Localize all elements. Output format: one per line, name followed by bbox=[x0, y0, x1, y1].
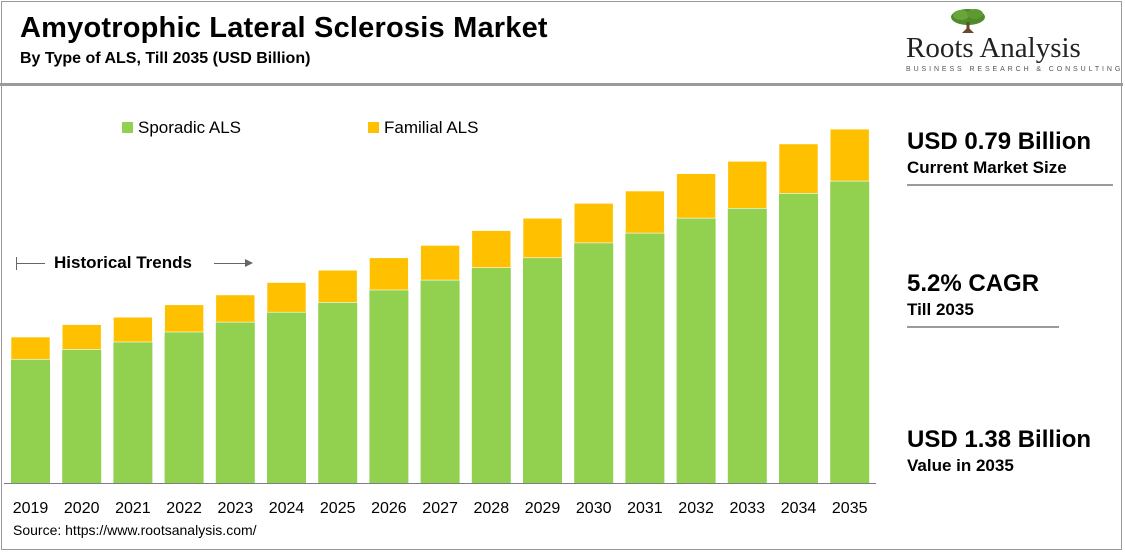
bar-familial-2033 bbox=[727, 161, 768, 209]
roots-analysis-logo: Roots Analysis BUSINESS RESEARCH & CONSU… bbox=[900, 8, 1120, 78]
bar-sporadic-2027 bbox=[420, 280, 460, 483]
bar-familial-2021 bbox=[113, 316, 153, 343]
arrow-right-icon bbox=[245, 259, 253, 267]
x-tick-label-2027: 2027 bbox=[422, 500, 458, 517]
x-tick-label-2023: 2023 bbox=[218, 500, 254, 517]
bar-familial-2027 bbox=[420, 245, 460, 281]
bar-familial-2029 bbox=[522, 217, 563, 259]
bar-sporadic-2020 bbox=[62, 349, 102, 484]
bar-chart: 2019 2020 2021 2022 2023 2024 2025 2026 2027 2028… bbox=[4, 128, 876, 517]
bar-sporadic-2023 bbox=[215, 322, 255, 483]
bar-sporadic-2032 bbox=[676, 218, 716, 483]
x-tick-label-2022: 2022 bbox=[166, 500, 202, 517]
kpi-value-2035-amount: USD 1.38 Billion bbox=[907, 426, 1092, 453]
kpi-value-cagr: 5.2% CAGR bbox=[907, 270, 1040, 297]
x-tick-label-2033: 2033 bbox=[730, 500, 766, 517]
x-tick-label-2032: 2032 bbox=[678, 500, 714, 517]
kpi-divider-current bbox=[907, 184, 1113, 186]
kpi-value-current: USD 0.79 Billion bbox=[907, 128, 1092, 155]
x-tick-label-2031: 2031 bbox=[627, 500, 663, 517]
bar-familial-2032 bbox=[676, 173, 716, 219]
bar-sporadic-2028 bbox=[471, 267, 511, 483]
source-note: Source: https://www.rootsanalysis.com/ bbox=[13, 522, 257, 538]
bar-sporadic-2019 bbox=[11, 359, 50, 484]
bar-sporadic-2031 bbox=[625, 233, 665, 483]
legend-label-familial: Familial ALS bbox=[384, 118, 479, 137]
x-tick-label-2021: 2021 bbox=[115, 500, 151, 517]
x-tick-label-2035: 2035 bbox=[832, 500, 868, 517]
logo-tagline: BUSINESS RESEARCH & CONSULTING bbox=[906, 66, 1124, 73]
bar-familial-2028 bbox=[471, 230, 512, 269]
bar-familial-2026 bbox=[369, 257, 409, 291]
header-divider bbox=[0, 83, 1123, 86]
x-tick-label-2020: 2020 bbox=[64, 500, 100, 517]
x-tick-label-2025: 2025 bbox=[320, 500, 356, 517]
kpi-cagr: 5.2% CAGR Till 2035 bbox=[907, 270, 1059, 328]
kpi-value-2035: USD 1.38 Billion Value in 2035 bbox=[907, 426, 1113, 476]
x-tick-label-2026: 2026 bbox=[371, 500, 407, 517]
bar-familial-2034 bbox=[778, 143, 819, 194]
bar-sporadic-2026 bbox=[369, 290, 409, 483]
bar-sporadic-2034 bbox=[779, 193, 818, 483]
page-title: Amyotrophic Lateral Sclerosis Market bbox=[20, 12, 548, 44]
bar-sporadic-2030 bbox=[574, 242, 614, 483]
kpi-label-2035: Value in 2035 bbox=[907, 456, 1014, 475]
x-tick-label-2030: 2030 bbox=[576, 500, 612, 517]
bar-sporadic-2035 bbox=[830, 181, 870, 483]
bar-familial-2030 bbox=[573, 203, 614, 244]
bar-sporadic-2029 bbox=[523, 257, 562, 483]
x-tick-label-2029: 2029 bbox=[525, 500, 561, 517]
bar-familial-2020 bbox=[61, 324, 102, 350]
legend-label-sporadic: Sporadic ALS bbox=[138, 118, 242, 137]
bar-familial-2019 bbox=[10, 336, 51, 360]
kpi-current-market: USD 0.79 Billion Current Market Size bbox=[907, 128, 1113, 186]
tree-icon bbox=[951, 9, 985, 33]
bar-sporadic-2022 bbox=[164, 332, 204, 483]
historical-trends-label: Historical Trends bbox=[54, 253, 192, 272]
bar-sporadic-2033 bbox=[727, 208, 767, 484]
legend-swatch-familial bbox=[368, 122, 379, 133]
x-tick-label-2028: 2028 bbox=[474, 500, 510, 517]
legend-swatch-sporadic bbox=[122, 122, 133, 133]
bar-sporadic-2021 bbox=[113, 341, 153, 483]
x-tick-label-2019: 2019 bbox=[13, 500, 49, 517]
bar-familial-2031 bbox=[625, 190, 665, 234]
bar-familial-2035 bbox=[829, 128, 870, 182]
kpi-label-current: Current Market Size bbox=[907, 158, 1067, 177]
kpi-label-cagr: Till 2035 bbox=[907, 300, 974, 319]
kpi-divider-cagr bbox=[907, 326, 1059, 328]
bar-familial-2022 bbox=[164, 304, 204, 333]
x-tick-label-2024: 2024 bbox=[269, 500, 305, 517]
bar-sporadic-2024 bbox=[267, 312, 306, 483]
bar-familial-2023 bbox=[215, 294, 256, 323]
logo-name: Roots Analysis bbox=[906, 32, 1081, 64]
annotation-line-right bbox=[214, 263, 246, 264]
annotation-line-left bbox=[17, 263, 45, 264]
bar-familial-2024 bbox=[266, 282, 307, 313]
bar-familial-2025 bbox=[317, 269, 358, 303]
page-subtitle: By Type of ALS, Till 2035 (USD Billion) bbox=[20, 50, 311, 67]
annotation-start-tick bbox=[16, 257, 17, 270]
x-tick-label-2034: 2034 bbox=[781, 500, 817, 517]
bar-sporadic-2025 bbox=[318, 302, 358, 483]
